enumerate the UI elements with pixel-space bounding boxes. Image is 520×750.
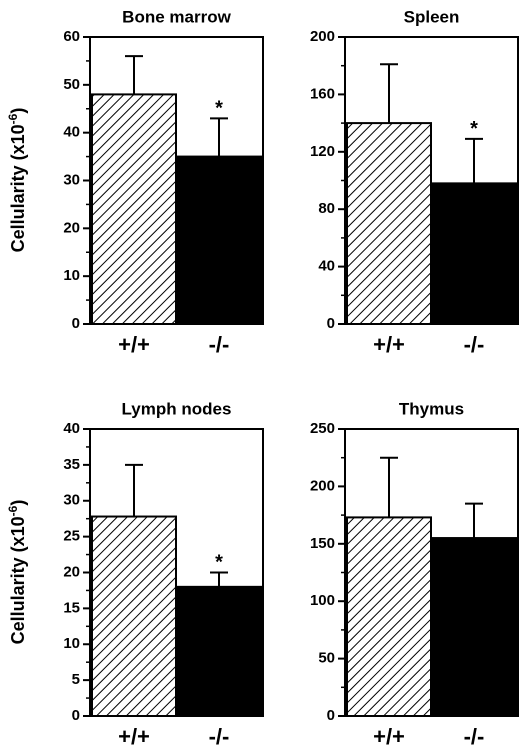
y-tick-label: 120	[310, 143, 335, 160]
panel-title: Thymus	[399, 399, 464, 418]
y-tick-label: 0	[72, 707, 80, 724]
y-tick-label: 0	[72, 315, 80, 332]
x-category-label: -/-	[464, 724, 485, 749]
y-tick-label: 80	[318, 200, 335, 217]
bar-knockout	[431, 537, 517, 717]
x-category-label: +/+	[373, 332, 405, 357]
y-tick-label: 5	[72, 671, 80, 688]
bar-wildtype	[91, 515, 177, 717]
bar-wildtype	[346, 122, 432, 325]
x-category-label: -/-	[209, 724, 230, 749]
y-tick-label: 150	[310, 535, 335, 552]
y-axis-label-top: Cellularity (x10-6)	[6, 108, 28, 253]
y-tick-label: 50	[63, 76, 80, 93]
y-tick-label: 15	[63, 599, 80, 616]
y-tick-label: 40	[63, 420, 80, 437]
y-tick-label: 0	[327, 315, 335, 332]
panel-spleen: Spleen 0 40 80 120 160 200 +/+ * -/-	[310, 7, 519, 357]
bar-wildtype	[346, 516, 432, 717]
bar-wildtype	[91, 93, 177, 326]
x-category-label: +/+	[373, 724, 405, 749]
y-tick-label: 50	[318, 650, 335, 667]
y-tick-label: 200	[310, 477, 335, 494]
x-category-label: -/-	[209, 332, 230, 357]
y-tick-label: 200	[310, 28, 335, 45]
y-tick-label: 35	[63, 456, 80, 473]
panel-title: Spleen	[404, 7, 460, 26]
bar-knockout	[431, 182, 517, 325]
y-tick-label: 30	[63, 171, 80, 188]
significance-marker: *	[470, 118, 478, 140]
x-category-label: -/-	[464, 332, 485, 357]
panel-title: Bone marrow	[122, 7, 231, 26]
y-tick-label: 25	[63, 528, 80, 545]
panel-thymus: Thymus 0 50 100 150 200 250 +/+ -/-	[310, 399, 519, 749]
y-tick-label: 30	[63, 492, 80, 509]
bar-knockout	[176, 585, 262, 717]
panel-title: Lymph nodes	[122, 399, 232, 418]
y-axis-label-bottom: Cellularity (x10-6)	[6, 500, 28, 645]
y-tick-label: 250	[310, 420, 335, 437]
panel-lymph-nodes: Lymph nodes 0 5 10 15 20 25 30 35 40 +/+ * -/-	[63, 399, 264, 749]
y-tick-label: 0	[327, 707, 335, 724]
x-category-label: +/+	[118, 332, 150, 357]
y-tick-label: 60	[63, 28, 80, 45]
significance-marker: *	[215, 552, 223, 574]
x-category-label: +/+	[118, 724, 150, 749]
bar-knockout	[176, 155, 262, 325]
y-tick-label: 100	[310, 592, 335, 609]
y-tick-label: 10	[63, 267, 80, 284]
y-tick-label: 40	[63, 124, 80, 141]
y-tick-label: 20	[63, 563, 80, 580]
panel-bone-marrow: Bone marrow 0 10 20 30 40 50 60 +/+ * -/-	[63, 7, 264, 357]
significance-marker: *	[215, 97, 223, 119]
y-tick-label: 20	[63, 219, 80, 236]
y-tick-label: 10	[63, 635, 80, 652]
y-tick-label: 40	[318, 258, 335, 275]
y-tick-label: 160	[310, 85, 335, 102]
